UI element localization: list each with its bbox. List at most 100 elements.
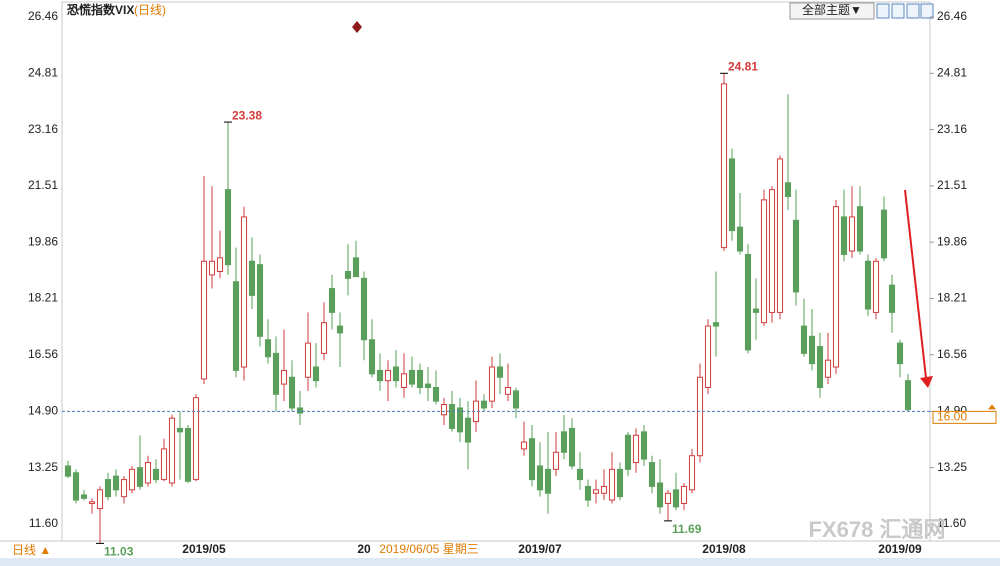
candle-body [560,431,568,453]
theme-button[interactable] [789,2,875,20]
y-tick-label: 23.16 [28,122,58,136]
candle-body [768,189,776,313]
candle-body [760,199,768,324]
candle-body [672,489,680,508]
candle-body [440,404,448,416]
crosshair-box [372,543,486,557]
candle-body [488,366,496,402]
candle-body [616,468,624,498]
candle-body [816,346,824,388]
icon-button[interactable] [891,3,905,19]
period-tab[interactable]: 日线 ▲ [12,543,51,557]
icon-button[interactable] [876,3,890,19]
candle-body [880,209,888,259]
theme-button-label[interactable]: 全部主题▼ [802,2,862,17]
candle-body [744,253,752,351]
candle-body [104,479,112,498]
candle-body [408,369,416,385]
price-box-label: 16.00 [937,410,967,424]
candle-body [712,322,720,327]
price-box [932,410,997,424]
x-tick-label: 2019/07 [518,542,562,556]
candle-body [152,468,160,481]
candle-body [456,407,464,433]
candle-body [536,465,544,491]
candle-body [288,376,296,409]
candle-body [248,260,256,296]
candle-body [848,216,856,252]
candle-body [112,475,120,491]
chart-subtitle: (日线) [134,3,166,17]
icon-button[interactable] [906,3,920,19]
candle-body [888,284,896,313]
candle-body [224,189,232,266]
candle-body [776,158,784,313]
y2-tick-label: 18.21 [937,291,967,305]
candle-body [664,492,672,504]
candle-body [624,434,632,470]
candle-body [368,339,376,375]
y-tick-label: 21.51 [28,178,58,192]
candle-body [824,359,832,378]
candle-body [200,260,208,380]
icon-button[interactable] [920,3,934,19]
candle-body [728,158,736,232]
candle-body [704,325,712,388]
candle-body [160,448,168,481]
candle-body [192,397,200,481]
candle-body [352,257,360,278]
candle-body [448,404,456,429]
candle-body [304,342,312,378]
candle-body [688,455,696,491]
candle-body [72,472,80,501]
y2-tick-label: 26.46 [937,9,967,23]
candle-body [128,468,136,491]
candle-body [424,383,432,388]
y2-tick-label: 21.51 [937,178,967,192]
crosshair-label: 2019/06/05 星期三 [379,542,478,556]
candle-body [136,467,144,487]
candle-body [264,339,272,358]
candle-body [872,260,880,313]
x-tick-label: 2019/08 [702,542,746,556]
y2-tick-label: 16.56 [937,347,967,361]
x-tick-label: 2019/05 [182,542,226,556]
trend-arrowhead [920,376,933,388]
candle-body [656,482,664,508]
y2-tick-label: 23.16 [937,122,967,136]
toolbar-icons [876,3,934,19]
candle-body [648,462,656,487]
candle-body [864,260,872,310]
candle-body [232,281,240,371]
candle-body [376,369,384,382]
candle-body [64,465,72,477]
candle-body [792,219,800,293]
candle-body [512,390,520,409]
candle-body [320,322,328,354]
candle-body [632,434,640,464]
candle-body [312,366,320,382]
candle-body [600,485,608,494]
y2-tick-label: 11.60 [937,516,966,530]
x-tick-label: 20 [357,542,371,556]
candle-body [832,206,840,368]
y-tick-label: 26.46 [28,9,58,23]
low-label: 11.69 [672,522,702,536]
candle-body [808,335,816,365]
candle-body [400,373,408,388]
candle-body [280,369,288,385]
candle-body [432,386,440,402]
plot: 26.46 26.46 24.81 24.81 23.16 23.16 21.51 21.51… [28,9,967,558]
chart-title: 恐慌指数VIX [67,2,134,17]
candle-body [272,352,280,395]
candle-body [360,277,368,341]
bottom-strip [0,558,1000,566]
candle-body [568,427,576,467]
candle-body [416,369,424,388]
candle-body [584,485,592,501]
high-label: 23.38 [232,108,262,122]
candle-body [752,308,760,313]
candle-body [336,325,344,334]
x-tick-label: 2019/09 [878,542,922,556]
